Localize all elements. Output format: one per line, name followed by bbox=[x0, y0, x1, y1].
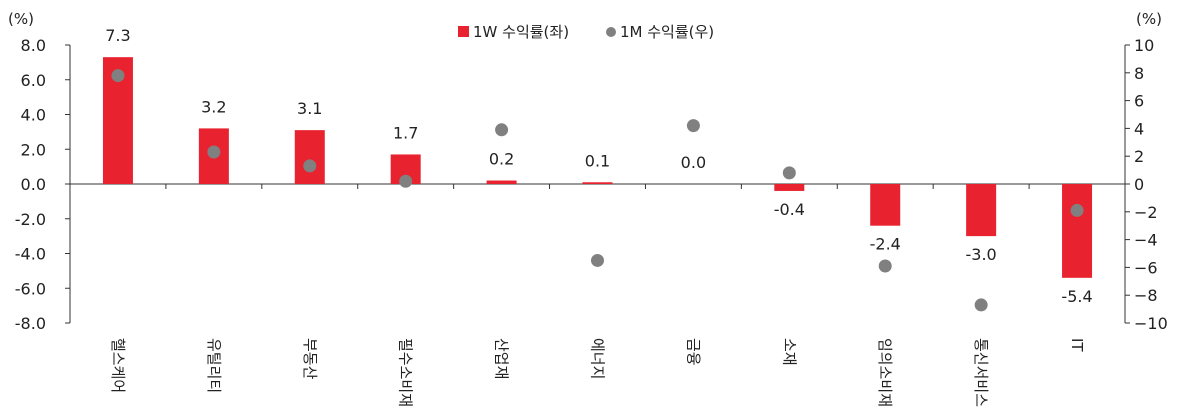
dot-4 bbox=[495, 123, 509, 137]
bar-10 bbox=[1062, 184, 1093, 278]
right-tick-label: 4 bbox=[1134, 119, 1144, 138]
category-label-9: 통신서비스 bbox=[972, 338, 990, 407]
category-label-6: 금융 bbox=[684, 338, 702, 366]
dot-2 bbox=[303, 159, 317, 173]
left-tick-label: 8.0 bbox=[21, 36, 46, 55]
bar-label-8: -2.4 bbox=[870, 235, 901, 254]
bar-label-10: -5.4 bbox=[1061, 287, 1092, 306]
left-tick-label: 6.0 bbox=[21, 71, 46, 90]
right-tick-label: 6 bbox=[1134, 92, 1144, 111]
right-tick-label: 8 bbox=[1134, 64, 1144, 83]
right-tick-label: −10 bbox=[1134, 314, 1168, 333]
left-tick-label: -4.0 bbox=[15, 245, 46, 264]
dot-0 bbox=[111, 69, 125, 83]
category-label-7: 소재 bbox=[780, 338, 798, 366]
category-labels: 헬스케어 유틸리티 부동산 필수소비재 산업재 에너지 금융 소재 임의소비재 통신서비스 IT bbox=[109, 338, 1086, 407]
bar-label-6: 0.0 bbox=[681, 153, 706, 172]
axes: -8.0 -6.0 -4.0 -2.0 0.0 2.0 4.0 6.0 8.0 (%) −10 −8 −… bbox=[8, 10, 1168, 333]
right-tick-label: −8 bbox=[1134, 286, 1158, 305]
category-label-3: 필수소비재 bbox=[397, 338, 415, 407]
bar-label-9: -3.0 bbox=[966, 245, 997, 264]
dot-3 bbox=[399, 174, 413, 188]
data-labels: 7.3 3.2 3.1 1.7 0.2 0.1 0.0 -0.4 -2.4 -3.0 -5.4 bbox=[105, 26, 1092, 306]
dot-7 bbox=[782, 166, 796, 180]
category-label-4: 산업재 bbox=[493, 338, 511, 379]
legend-label-dot: 1M 수익률(우) bbox=[620, 23, 714, 41]
bar-4 bbox=[486, 180, 517, 184]
category-label-2: 부동산 bbox=[301, 338, 319, 380]
left-tick-label: -8.0 bbox=[15, 314, 46, 333]
bar-7 bbox=[774, 184, 805, 191]
bar-label-2: 3.1 bbox=[297, 99, 322, 118]
left-tick-label: 4.0 bbox=[21, 106, 46, 125]
left-tick-label: 0.0 bbox=[21, 175, 46, 194]
bar-label-5: 0.1 bbox=[585, 151, 610, 170]
right-tick-label: 10 bbox=[1134, 36, 1154, 55]
right-tick-label: 0 bbox=[1134, 175, 1144, 194]
dot-6 bbox=[686, 119, 700, 133]
dot-9 bbox=[974, 298, 988, 312]
right-tick-label: −6 bbox=[1134, 258, 1158, 277]
left-tick-label: 2.0 bbox=[21, 140, 46, 159]
legend-swatch-bar bbox=[458, 26, 469, 37]
right-axis-unit: (%) bbox=[1136, 10, 1162, 28]
bar-5 bbox=[582, 182, 613, 184]
right-tick-label: 2 bbox=[1134, 147, 1144, 166]
dot-8 bbox=[878, 259, 892, 273]
bars bbox=[102, 57, 1093, 278]
legend-label-bar: 1W 수익률(좌) bbox=[473, 23, 569, 41]
category-label-1: 유틸리티 bbox=[205, 338, 223, 393]
left-axis-unit: (%) bbox=[8, 10, 34, 28]
bar-label-1: 3.2 bbox=[201, 97, 226, 116]
category-label-8: 임의소비재 bbox=[876, 338, 894, 407]
bar-label-0: 7.3 bbox=[105, 26, 130, 45]
dots bbox=[111, 69, 1084, 312]
category-label-10: IT bbox=[1068, 338, 1086, 352]
bar-2 bbox=[294, 130, 325, 184]
bar-label-3: 1.7 bbox=[393, 123, 418, 142]
bar-label-7: -0.4 bbox=[774, 200, 805, 219]
dot-10 bbox=[1070, 203, 1084, 217]
category-label-5: 에너지 bbox=[589, 338, 607, 379]
category-label-0: 헬스케어 bbox=[109, 338, 127, 393]
left-tick-label: -6.0 bbox=[15, 279, 46, 298]
right-tick-label: −2 bbox=[1134, 203, 1158, 222]
bar-9 bbox=[966, 184, 997, 237]
legend-swatch-dot bbox=[606, 27, 616, 37]
bar-8 bbox=[870, 184, 901, 226]
bar-label-4: 0.2 bbox=[489, 150, 514, 169]
left-tick-label: -2.0 bbox=[15, 210, 46, 229]
dot-5 bbox=[591, 253, 604, 267]
dot-1 bbox=[207, 145, 221, 159]
right-tick-label: −4 bbox=[1134, 231, 1158, 250]
legend: 1W 수익률(좌) 1M 수익률(우) bbox=[458, 23, 714, 41]
